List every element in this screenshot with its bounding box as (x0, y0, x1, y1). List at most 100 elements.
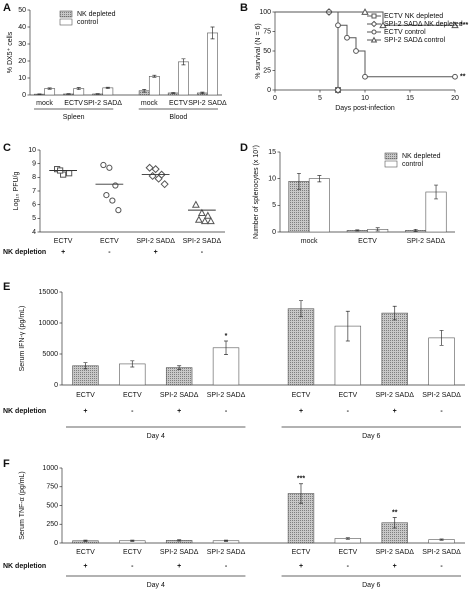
error-bar (298, 300, 303, 318)
x-tick-label: ECTV (54, 238, 73, 245)
x-tick-label: ECTV (292, 392, 311, 399)
group-label: Day 6 (362, 582, 380, 589)
bar (148, 76, 160, 96)
row-value: + (177, 563, 181, 570)
x-tick-label: ECTV (76, 392, 95, 399)
row-value: + (83, 563, 87, 570)
y-tick-label: 15 (268, 149, 276, 156)
marker-circle (371, 29, 377, 35)
error-bar (434, 184, 439, 200)
legend-swatch (384, 152, 398, 160)
error-bar (130, 360, 135, 368)
y-axis-label: % DX5⁺ cells (7, 31, 14, 73)
bar (381, 312, 408, 386)
group-label: Day 6 (362, 433, 380, 440)
error-bar (47, 87, 52, 90)
error-bar (130, 539, 135, 542)
x-tick-label: 0 (273, 95, 277, 102)
panel-letter: D (240, 142, 248, 154)
error-bar (181, 58, 186, 66)
row-value: + (154, 249, 158, 256)
error-bar (76, 87, 81, 90)
marker-circle (452, 73, 458, 80)
marker-triangle (451, 21, 459, 29)
y-axis-label: Number of splenocytes (x 10⁷) (253, 145, 260, 239)
error-bar (152, 74, 157, 78)
y-tick-label: 100 (259, 9, 271, 16)
legend-label: ECTV NK depleted (384, 13, 443, 20)
error-bar (37, 93, 42, 95)
x-tick-label: SPI-2 SADΔ (183, 238, 222, 245)
legend-label: NK depleted (402, 153, 441, 160)
x-tick-label: ECTV (339, 549, 358, 556)
significance-label: *** (460, 22, 468, 29)
x-tick-label: 15 (406, 95, 414, 102)
x-tick-label: SPI-2 SADΔ (160, 392, 199, 399)
error-bar (95, 93, 100, 95)
row-value: - (347, 408, 350, 415)
data-point (197, 208, 206, 216)
group-label: Day 4 (147, 433, 165, 440)
survival-line (275, 11, 339, 90)
error-bar (83, 539, 88, 542)
error-bar (392, 305, 397, 321)
x-tick-label: mock (141, 100, 158, 107)
row-value: - (225, 563, 228, 570)
error-bar (298, 483, 303, 504)
y-tick-label: 7 (32, 188, 36, 195)
y-tick-label: 0 (267, 87, 271, 94)
y-tick-label: 50 (18, 7, 26, 14)
x-tick-label: ECTV (76, 549, 95, 556)
legend-swatch (384, 160, 398, 168)
y-tick-label: 0 (22, 92, 26, 99)
error-bar (210, 26, 215, 40)
y-tick-label: 50 (263, 48, 271, 55)
x-tick-label: 10 (361, 95, 369, 102)
marker-circle (344, 34, 350, 41)
row-value: + (393, 563, 397, 570)
data-point (191, 200, 200, 208)
error-bar (105, 86, 110, 89)
x-tick-label: ECTV (123, 392, 142, 399)
x-tick-label: SPI-2 SADΔ (207, 549, 246, 556)
error-bar (224, 539, 229, 542)
x-tick-label: SPI-2 SADΔ (160, 549, 199, 556)
data-point (112, 182, 119, 189)
group-label: Day 4 (147, 582, 165, 589)
y-tick-label: 10 (268, 176, 276, 183)
y-tick-label: 10 (18, 75, 26, 82)
marker-diamond (370, 20, 378, 28)
row-value: - (131, 408, 134, 415)
panel-letter: C (3, 142, 11, 154)
y-tick-label: 5 (32, 215, 36, 222)
data-point (100, 161, 107, 169)
row-value: + (393, 408, 397, 415)
error-bar (177, 539, 182, 542)
error-bar (200, 91, 205, 95)
data-point (151, 165, 160, 174)
y-tick-label: 0 (272, 229, 276, 236)
y-tick-label: 10000 (39, 320, 59, 327)
group-label: Blood (169, 114, 187, 121)
y-tick-label: 5 (272, 202, 276, 209)
y-tick-label: 1000 (42, 465, 58, 472)
x-tick-label: 5 (318, 95, 322, 102)
x-tick-label: SPI-2 SADΔ (422, 392, 461, 399)
marker-square (371, 13, 377, 19)
legend-label: ECTV control (384, 29, 426, 36)
y-tick-label: 30 (18, 41, 26, 48)
y-axis-label: Log₁₀ PFU/g (13, 172, 20, 211)
x-tick-label: mock (301, 238, 318, 245)
error-bar (413, 228, 418, 232)
error-bar (439, 330, 444, 346)
bar (178, 61, 189, 96)
x-tick-label: SPI-2 SADΔ (188, 100, 227, 107)
error-bar (345, 537, 350, 540)
legend-label: SPI-2 SADΔ NK depleted (384, 21, 463, 28)
significance-label: *** (297, 476, 305, 483)
data-point (66, 170, 73, 177)
error-bar (355, 229, 360, 232)
x-tick-label: ECTV (339, 392, 358, 399)
legend-label: NK depleted (77, 11, 116, 18)
error-bar (345, 310, 350, 342)
